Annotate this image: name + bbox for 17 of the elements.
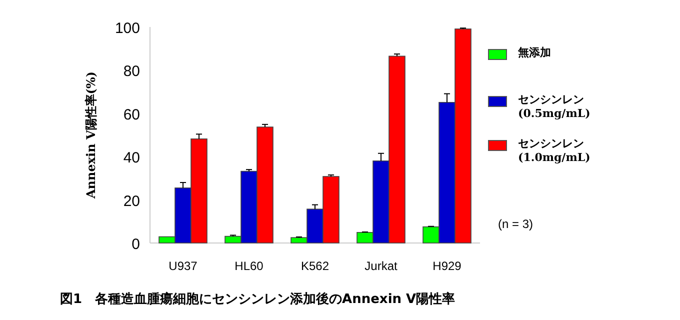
y-tick-label: 20 <box>123 192 140 210</box>
x-tick-label: K562 <box>300 259 330 273</box>
x-tick-label: H929 <box>432 259 462 273</box>
x-tick-label: U937 <box>168 259 198 273</box>
text: 図1 各種造血腫瘍細胞にセンシンレン添加後のAnnexin V陽性率 <box>60 291 456 307</box>
legend-label: 無添加 <box>518 46 552 60</box>
legend-label: センシンレン (0.5mg/mL) <box>518 93 592 121</box>
text: (n = 3) <box>498 217 534 231</box>
x-tick-label: HL60 <box>234 259 264 273</box>
x-tick-label: Jurkat <box>364 259 398 273</box>
y-tick-label: 40 <box>123 150 140 167</box>
y-tick-label: 100 <box>114 20 140 37</box>
y-tick-label: 0 <box>132 236 140 253</box>
y-tick-label: 80 <box>123 63 140 80</box>
y-tick-label: 60 <box>123 106 140 124</box>
y-axis-title: Annexin V陽性率(%) <box>84 71 98 200</box>
legend-label: センシンレン (1.0mg/mL) <box>518 137 592 165</box>
